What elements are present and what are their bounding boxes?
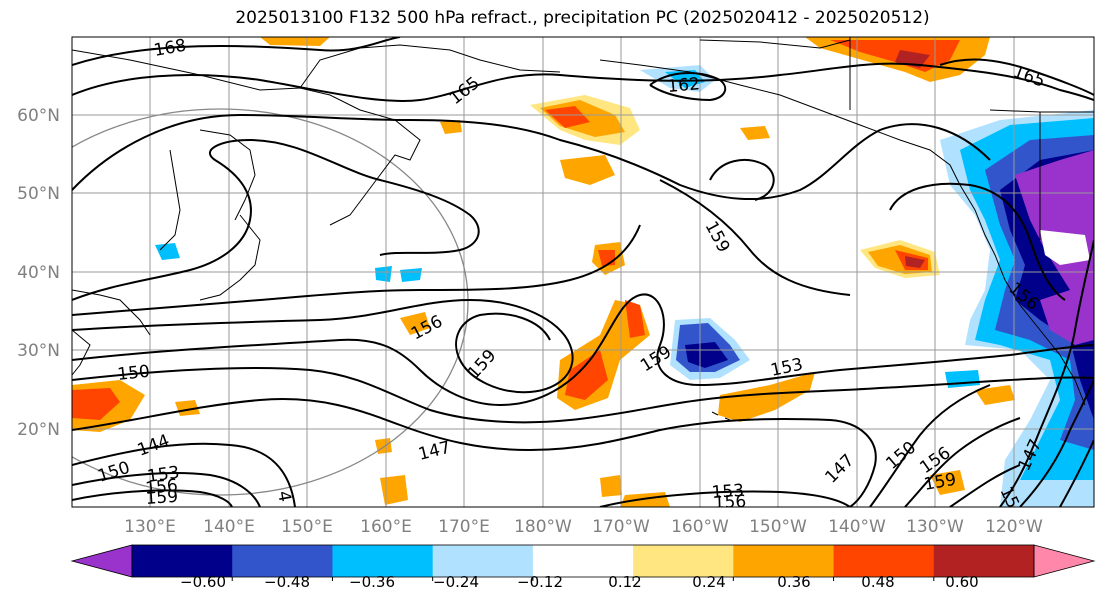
contour-label: 159: [145, 487, 179, 509]
contour-label: 156: [713, 492, 746, 513]
colorbar-segment: [532, 545, 634, 577]
lon-label: 170°W: [592, 517, 650, 537]
colorbar-segment: [933, 545, 1035, 577]
lat-label: 30°N: [17, 341, 60, 361]
height-contours: [72, 37, 1094, 507]
colorbar-tick-label: −0.60: [180, 573, 226, 591]
colorbar-segment: [833, 545, 935, 577]
contour-label: 153: [711, 481, 745, 503]
colorbar-segment: [132, 545, 233, 577]
contour-label: 4: [273, 489, 295, 503]
contour-label: 162: [667, 74, 701, 97]
lon-label: 150°E: [281, 517, 333, 537]
contour-label: 150: [116, 362, 150, 385]
lon-label: 150°W: [749, 517, 807, 537]
colorbar-segment: [332, 545, 434, 577]
colorbar-tick-label: 0.60: [945, 573, 978, 591]
colorbar-extend-high: [1033, 544, 1096, 578]
colorbar-segment: [232, 545, 333, 577]
colorbar: [70, 544, 1096, 581]
colorbar-tick-label: −0.12: [517, 573, 563, 591]
gridlines: [72, 37, 1094, 507]
colorbar-frame: [131, 544, 1035, 578]
longitude-labels: 130°E 140°E 150°E 160°E 170°E 180°W 170°…: [124, 517, 1043, 537]
colorbar-segment: [633, 545, 734, 577]
lat-label: 40°N: [17, 263, 60, 283]
colorbar-extend-low: [70, 544, 133, 578]
colorbar-tick-label: 0.12: [608, 573, 641, 591]
lat-label: 60°N: [17, 106, 60, 126]
colorbar-segment: [432, 545, 534, 577]
colorbar-tick-labels: −0.60 −0.48 −0.36 −0.24 −0.12 0.12 0.24 …: [180, 573, 979, 591]
contour-label: 156: [144, 476, 178, 499]
map-title: 2025013100 F132 500 hPa refract., precip…: [235, 8, 930, 28]
lon-label: 160°E: [360, 517, 412, 537]
precip-shading: [72, 37, 1094, 507]
plot-frame: [71, 36, 1095, 508]
lon-label: 130°W: [906, 517, 964, 537]
lon-label: 160°W: [671, 517, 729, 537]
colorbar-tick-label: −0.24: [433, 573, 479, 591]
reference-circle: [72, 108, 469, 496]
lat-label: 20°N: [17, 420, 60, 440]
lat-label: 50°N: [17, 184, 60, 204]
colorbar-tick-label: −0.48: [264, 573, 310, 591]
lon-label: 140°W: [828, 517, 886, 537]
latitude-labels: 60°N 50°N 40°N 30°N 20°N: [17, 106, 60, 440]
lon-label: 180°W: [514, 517, 572, 537]
contour-label: 168: [152, 36, 187, 61]
colorbar-tick-label: 0.24: [692, 573, 725, 591]
lon-label: 140°E: [203, 517, 255, 537]
colorbar-segment: [733, 545, 835, 577]
colorbar-tick-label: −0.36: [349, 573, 395, 591]
colorbar-tick-label: 0.48: [861, 573, 894, 591]
lon-label: 170°E: [438, 517, 490, 537]
lon-label: 130°E: [124, 517, 176, 537]
contour-label: 153: [146, 463, 181, 487]
lon-label: 120°W: [985, 517, 1043, 537]
colorbar-tick-label: 0.36: [777, 573, 810, 591]
